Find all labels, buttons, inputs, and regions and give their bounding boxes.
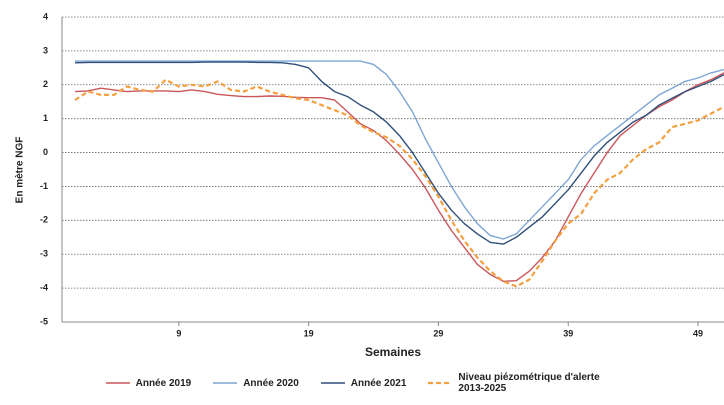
legend-swatch — [320, 382, 345, 384]
legend-label: Niveau piézométrique d'alerte 2013-2025 — [458, 372, 600, 394]
legend-label: Année 2020 — [243, 377, 299, 389]
y-tick-label: 4 — [43, 11, 48, 21]
legend-item: Année 2019 — [105, 377, 192, 389]
y-tick-label: -5 — [40, 316, 48, 326]
y-tick-label: 3 — [43, 45, 48, 55]
legend-swatch — [213, 382, 238, 384]
y-tick-label: -4 — [40, 282, 48, 292]
series-line — [74, 78, 724, 288]
y-tick-label: -3 — [40, 249, 48, 259]
legend-swatch — [428, 381, 453, 385]
y-tick-label: 0 — [43, 147, 48, 157]
y-tick-label: 2 — [43, 79, 48, 89]
legend: Année 2019 Année 2020 Année 2021 Niveau pié… — [0, 372, 724, 394]
x-tick-label: 49 — [693, 328, 703, 338]
x-tick-label: 19 — [304, 328, 314, 338]
x-tick-label: 29 — [433, 328, 443, 338]
legend-label: Année 2019 — [135, 377, 192, 389]
y-tick-label: -1 — [40, 181, 48, 191]
x-axis-label: Semaines — [365, 345, 421, 359]
y-tick-label: 1 — [43, 113, 48, 123]
legend-item: Année 2020 — [213, 378, 299, 389]
legend-swatch — [105, 382, 130, 384]
legend-label: Année 2021 — [350, 377, 407, 389]
series-line — [74, 61, 724, 245]
y-tick-label: -2 — [40, 215, 48, 225]
legend-item: Niveau piézométrique d'alerte 2013-2025 — [428, 372, 618, 394]
x-tick-label: 9 — [176, 328, 181, 338]
series-line — [75, 60, 724, 240]
series-line — [74, 72, 724, 282]
y-axis-label: En mètre NGF — [15, 137, 26, 204]
legend-item: Année 2021 — [320, 377, 407, 389]
x-tick-label: 39 — [563, 328, 573, 338]
